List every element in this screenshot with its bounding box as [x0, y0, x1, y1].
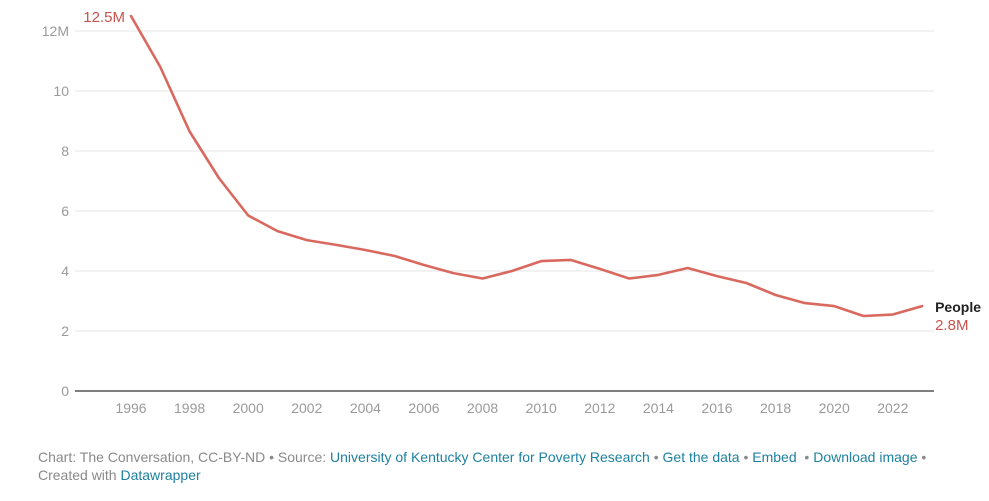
x-tick-label: 2012 — [584, 400, 615, 416]
end-value-label: 2.8M — [935, 317, 968, 334]
separator: • — [921, 449, 927, 465]
x-tick-label: 1998 — [174, 400, 205, 416]
x-tick-label: 2006 — [408, 400, 439, 416]
x-tick-label: 2000 — [233, 400, 264, 416]
created-with-text: Created with — [38, 467, 117, 483]
x-tick-label: 2020 — [819, 400, 850, 416]
x-tick-label: 1996 — [115, 400, 146, 416]
source-prefix: Source: — [277, 449, 327, 465]
separator: • — [743, 449, 749, 465]
line-chart: 0 2 4 6 8 10 12M 1996 1998 2000 2002 2004 2006 2008 2… — [42, 9, 981, 416]
x-tick-label: 2014 — [643, 400, 674, 416]
separator: • — [804, 449, 810, 465]
x-tick-label: 2010 — [526, 400, 557, 416]
chart-credit: Chart: The Conversation, CC-BY-ND — [38, 449, 266, 465]
y-tick-label: 10 — [53, 83, 69, 99]
x-tick-label: 2016 — [701, 400, 732, 416]
start-value-label: 12.5M — [83, 9, 125, 26]
get-data-link[interactable]: Get the data — [662, 449, 740, 465]
y-tick-label: 2 — [61, 323, 69, 339]
x-tick-label: 2022 — [877, 400, 908, 416]
y-tick-label: 12M — [42, 23, 69, 39]
x-tick-label: 2008 — [467, 400, 498, 416]
y-tick-label: 4 — [61, 263, 69, 279]
datawrapper-link[interactable]: Datawrapper — [120, 467, 201, 483]
x-tick-label: 2018 — [760, 400, 791, 416]
x-tick-label: 2004 — [350, 400, 381, 416]
separator: • — [653, 449, 659, 465]
y-tick-label: 6 — [61, 203, 69, 219]
y-tick-label: 8 — [61, 143, 69, 159]
series-name-label: People — [935, 299, 981, 315]
chart-footer: Chart: The Conversation, CC-BY-ND • Sour… — [38, 448, 978, 484]
x-tick-label: 2002 — [291, 400, 322, 416]
embed-link[interactable]: Embed — [752, 449, 797, 465]
data-points — [130, 15, 923, 317]
series-line-people — [129, 14, 924, 318]
x-axis: 1996 1998 2000 2002 2004 2006 2008 2010 2012 2014… — [115, 400, 908, 416]
y-axis: 0 2 4 6 8 10 12M — [42, 23, 69, 399]
source-link[interactable]: University of Kentucky Center for Povert… — [330, 449, 650, 465]
download-image-link[interactable]: Download image — [813, 449, 918, 465]
separator: • — [269, 449, 274, 465]
y-tick-label: 0 — [61, 383, 69, 399]
gridlines — [75, 30, 934, 332]
